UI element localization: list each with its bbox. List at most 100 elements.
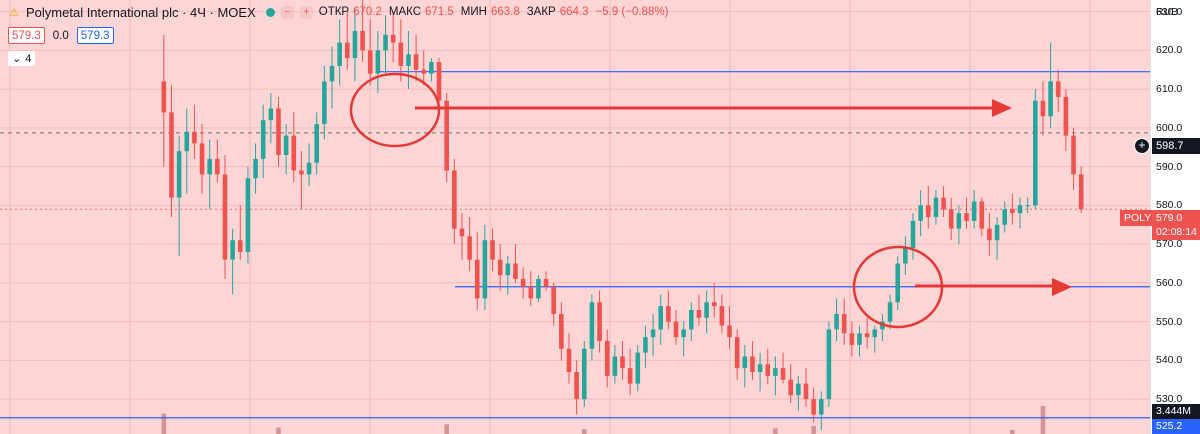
candle-body <box>306 162 312 175</box>
candle-body <box>329 65 335 82</box>
plus-icon[interactable]: + <box>299 5 313 19</box>
candle-body <box>413 54 419 70</box>
candle-body <box>620 356 625 369</box>
candle-body <box>971 201 977 221</box>
candle-body <box>925 205 931 217</box>
candle-body <box>253 158 258 179</box>
candle-body <box>681 329 686 338</box>
candle-body <box>666 306 671 322</box>
symbol-legend: ⚠ Polymetal International plc · 4Ч · MOE… <box>8 3 671 21</box>
candle-body <box>643 337 648 353</box>
indicators-count: 4 <box>25 52 32 65</box>
chevron-down-icon: ⌄ <box>12 53 22 65</box>
candle-body <box>283 135 289 155</box>
candle-body <box>169 112 174 198</box>
candle-body <box>895 263 900 303</box>
candle-body <box>864 333 870 338</box>
bar-countdown: 02:08:14 <box>1156 226 1197 238</box>
candle-body <box>650 329 656 338</box>
candle-body <box>887 302 893 322</box>
symbol-title[interactable]: Polymetal International plc · 4Ч · MOEX <box>26 4 256 20</box>
annotation-arrow-bottom-head[interactable] <box>1052 278 1072 296</box>
candle-body <box>536 279 541 299</box>
candle-body <box>1063 96 1069 136</box>
candle-body <box>1033 100 1038 206</box>
candle-body <box>964 213 969 221</box>
spread-value: 0.0 <box>52 29 69 42</box>
volume-bars <box>161 406 1046 434</box>
candle-body <box>658 306 664 330</box>
candle-body <box>780 368 786 380</box>
candle-body <box>903 248 908 264</box>
candle-body <box>933 197 939 217</box>
candle-body <box>1071 135 1076 175</box>
candle-body <box>482 240 488 299</box>
candle-body <box>352 31 358 59</box>
candle-body <box>314 124 320 163</box>
candle-body <box>276 108 281 155</box>
candle-body <box>581 348 587 400</box>
price-tick: 590.0 <box>1156 160 1183 173</box>
candle-body <box>811 399 816 415</box>
candle-body <box>627 368 633 384</box>
sell-price-button[interactable]: 579.3 <box>8 27 45 44</box>
volume-bar <box>581 429 587 434</box>
annotation-circle-top[interactable] <box>349 72 441 148</box>
candle-body <box>757 364 763 372</box>
price-tick: 600.0 <box>1156 121 1183 134</box>
price-tick: 580.0 <box>1156 199 1183 212</box>
candle-body <box>176 151 182 198</box>
crosshair-price-label: 598.7 <box>1152 138 1200 154</box>
candle-body <box>505 263 511 276</box>
ohlc-value: −5.9 (−0.88%) <box>595 6 669 18</box>
level-price-label: 525.2 <box>1152 419 1200 434</box>
price-tick: 560.0 <box>1156 276 1183 289</box>
ohlc-key: ЗАКР <box>526 6 556 18</box>
volume-bar <box>276 427 281 434</box>
candle-body <box>184 131 190 152</box>
price-tick: 610.0 <box>1156 83 1183 96</box>
price-tick: 550.0 <box>1156 315 1183 328</box>
candle-body <box>956 213 962 229</box>
candle-body <box>429 62 434 74</box>
candle-body <box>1040 100 1046 117</box>
candle-body <box>230 240 235 260</box>
candle-body <box>1025 205 1030 207</box>
candle-body <box>337 42 342 66</box>
buy-price-button[interactable]: 579.3 <box>76 27 114 44</box>
annotations[interactable] <box>349 72 1072 329</box>
candle-body <box>818 399 824 415</box>
candle-body <box>689 310 694 330</box>
ohlc-key: МИН <box>460 6 487 18</box>
candle-body <box>841 313 847 334</box>
candle-body <box>734 337 740 369</box>
candle-body <box>459 228 465 237</box>
candle-body <box>215 158 220 175</box>
candle-body <box>597 302 602 341</box>
candle-body <box>918 205 923 221</box>
candle-body <box>849 333 855 345</box>
symbol-tag: POLY <box>1120 210 1156 226</box>
candle-body <box>727 325 732 338</box>
candle-body <box>979 201 985 229</box>
candle-body <box>345 42 350 59</box>
warning-icon[interactable]: ⚠ <box>9 6 19 19</box>
candle-body <box>742 356 748 369</box>
price-tick: 620.0 <box>1156 44 1183 57</box>
candle-body <box>421 69 427 74</box>
currency-label[interactable]: RUB <box>1156 6 1179 18</box>
add-alert-icon[interactable]: + <box>1134 138 1150 154</box>
candle-body <box>826 329 832 400</box>
minus-icon[interactable]: − <box>280 5 294 19</box>
candle-body <box>513 263 518 279</box>
volume-bar <box>1010 429 1015 434</box>
indicators-toggle[interactable]: ⌄ 4 <box>8 51 36 66</box>
candle-body <box>604 341 610 376</box>
candle-body <box>452 170 457 229</box>
candle-body <box>467 236 472 260</box>
candle-body <box>1017 205 1023 214</box>
candle-body <box>360 31 365 51</box>
candle-body <box>750 356 755 372</box>
annotation-arrow-top-head[interactable] <box>992 99 1012 117</box>
